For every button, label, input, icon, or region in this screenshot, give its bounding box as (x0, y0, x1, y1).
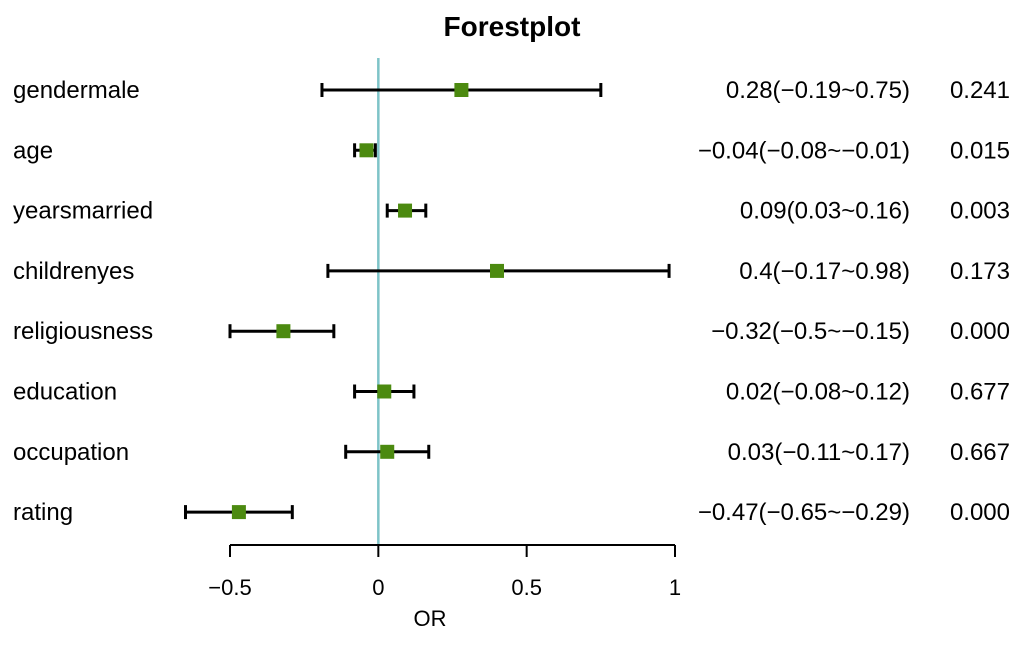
forest-row: occupation 0.03(−0.11~0.17) 0.667 (13, 439, 1010, 466)
p-value: 0.000 (950, 318, 1010, 345)
estimate-marker (380, 444, 395, 459)
row-label: childrenyes (13, 258, 134, 285)
p-value: 0.003 (950, 198, 1010, 225)
estimate-marker (398, 203, 413, 218)
forest-row: gendermale 0.28(−0.19~0.75) 0.241 (13, 77, 1010, 104)
ci-text: 0.4(−0.17~0.98) (739, 258, 910, 285)
estimate-marker (276, 324, 291, 339)
forest-row: childrenyes 0.4(−0.17~0.98) 0.173 (13, 258, 1010, 285)
x-tick-label: −0.5 (208, 575, 251, 600)
row-label: yearsmarried (13, 198, 153, 225)
estimate-marker (377, 384, 392, 399)
ci-text: −0.04(−0.08~−0.01) (698, 137, 910, 164)
estimate-marker (359, 143, 374, 158)
ci-text: −0.32(−0.5~−0.15) (711, 318, 910, 345)
forest-row: education 0.02(−0.08~0.12) 0.677 (13, 379, 1010, 406)
p-value: 0.015 (950, 137, 1010, 164)
estimate-marker (231, 505, 246, 520)
forest-row: rating −0.47(−0.65~−0.29) 0.000 (13, 499, 1010, 526)
p-value: 0.000 (950, 499, 1010, 526)
rows-layer: gendermale 0.28(−0.19~0.75) 0.241 age −0.04(… (13, 58, 1010, 545)
row-label: rating (13, 499, 73, 526)
p-value: 0.677 (950, 379, 1010, 406)
forest-row: yearsmarried 0.09(0.03~0.16) 0.003 (13, 198, 1010, 225)
row-label: education (13, 379, 117, 406)
row-label: occupation (13, 439, 129, 466)
row-label: age (13, 137, 53, 164)
x-axis: −0.5 0 0.5 1 (208, 544, 681, 600)
x-axis-label: OR (414, 606, 447, 631)
estimate-marker (490, 263, 504, 278)
chart-title: Forestplot (444, 11, 581, 42)
ci-text: 0.28(−0.19~0.75) (726, 77, 910, 104)
x-tick-label: 1 (669, 575, 681, 600)
ci-text: 0.03(−0.11~0.17) (728, 439, 910, 466)
x-tick-label: 0 (372, 575, 384, 600)
x-tick-label: 0.5 (511, 575, 542, 600)
estimate-marker (454, 83, 469, 97)
ci-text: −0.47(−0.65~−0.29) (698, 499, 910, 526)
row-label: religiousness (13, 318, 153, 345)
forest-row: age −0.04(−0.08~−0.01) 0.015 (13, 137, 1010, 164)
forest-row: religiousness −0.32(−0.5~−0.15) 0.000 (13, 318, 1010, 345)
p-value: 0.667 (950, 439, 1010, 466)
ci-text: 0.02(−0.08~0.12) (726, 379, 910, 406)
row-label: gendermale (13, 77, 140, 104)
p-value: 0.173 (950, 258, 1010, 285)
ci-text: 0.09(0.03~0.16) (740, 198, 910, 225)
p-value: 0.241 (950, 77, 1010, 104)
